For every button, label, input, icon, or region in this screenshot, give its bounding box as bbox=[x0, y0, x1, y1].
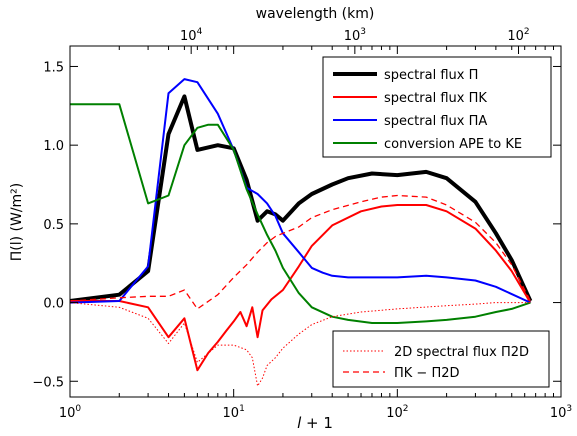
x-axis-label: l + 1 bbox=[297, 414, 333, 432]
x-tick-exponent: 0 bbox=[75, 404, 81, 414]
top-tick-base: 10 bbox=[344, 29, 361, 44]
top-tick-exponent: 2 bbox=[524, 27, 530, 37]
x-tick-labels: 100 101 102 103 bbox=[59, 404, 572, 421]
legend-label-conversion: conversion APE to KE bbox=[384, 137, 522, 152]
top-tick-label: 103 bbox=[344, 27, 366, 44]
x-tick-base: 10 bbox=[223, 406, 240, 421]
top-tick-label: 102 bbox=[507, 27, 529, 44]
x-tick-label: 103 bbox=[550, 404, 572, 421]
x-tick-exponent: 1 bbox=[239, 404, 245, 414]
y-tick-labels: 1.5 1.0 0.5 0.0 −0.5 bbox=[32, 60, 64, 390]
legend-label-difference: ΠK − Π2D bbox=[394, 366, 460, 381]
series-line-total-flux bbox=[69, 94, 533, 303]
legend-label-available: spectral flux ΠA bbox=[384, 114, 487, 129]
x-tick-label: 102 bbox=[386, 404, 408, 421]
legend-top: spectral flux Π spectral flux ΠK spectra… bbox=[322, 56, 552, 158]
plot-frame bbox=[69, 45, 562, 398]
y-tick-label: 1.0 bbox=[43, 139, 64, 154]
x-tick-base: 10 bbox=[550, 406, 567, 421]
y-axis-label: Π(l) (W/m²) bbox=[9, 183, 25, 262]
top-tick-exponent: 3 bbox=[360, 27, 366, 37]
x-tick-exponent: 2 bbox=[403, 404, 409, 414]
top-tick-labels: 104 103 102 bbox=[180, 27, 530, 44]
x-tick-label: 101 bbox=[223, 404, 245, 421]
y-tick-label: 1.5 bbox=[43, 60, 64, 75]
series-line-ape-ke-conversion bbox=[70, 103, 531, 324]
y-tick-label: 0.5 bbox=[43, 218, 64, 233]
legend-bottom-box bbox=[332, 330, 550, 388]
top-axis-label: wavelength (km) bbox=[256, 6, 375, 22]
y-tick-label: −0.5 bbox=[32, 375, 64, 390]
legend-label-total: spectral flux Π bbox=[384, 68, 478, 83]
legend-label-kinetic: spectral flux ΠK bbox=[384, 91, 487, 106]
axis-ticks bbox=[69, 46, 562, 397]
series-line-flux-2d bbox=[69, 302, 531, 387]
x-tick-base: 10 bbox=[386, 406, 403, 421]
x-axis-label-rest: + 1 bbox=[301, 414, 333, 432]
legend-label-2d: 2D spectral flux Π2D bbox=[394, 345, 529, 360]
x-tick-base: 10 bbox=[59, 406, 76, 421]
top-tick-exponent: 4 bbox=[197, 27, 203, 37]
top-tick-base: 10 bbox=[507, 29, 524, 44]
top-tick-label: 104 bbox=[180, 27, 203, 44]
top-tick-base: 10 bbox=[180, 29, 197, 44]
x-axis-label-var: l bbox=[297, 414, 302, 432]
y-tick-label: 0.0 bbox=[43, 297, 64, 312]
legend-bottom: 2D spectral flux Π2D ΠK − Π2D bbox=[332, 330, 550, 388]
x-tick-label: 100 bbox=[59, 404, 82, 421]
series-line-kinetic-minus-2d bbox=[69, 194, 531, 310]
x-tick-exponent: 3 bbox=[566, 404, 572, 414]
series-line-kinetic-flux bbox=[70, 204, 532, 372]
plot-series bbox=[69, 78, 533, 387]
